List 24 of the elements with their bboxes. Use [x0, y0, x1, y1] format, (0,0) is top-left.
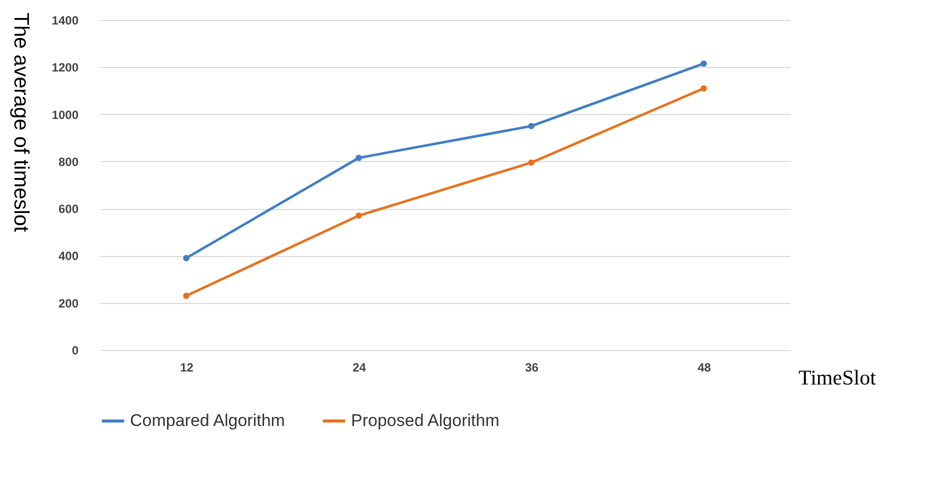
point	[528, 122, 534, 130]
y-tick-label: 0	[72, 344, 79, 358]
point	[183, 292, 190, 299]
point	[356, 154, 362, 162]
point	[700, 60, 707, 67]
point	[700, 85, 707, 92]
y-tick-label: 1200	[52, 60, 79, 75]
y-tick-label: 600	[58, 202, 79, 216]
y-tick-label: 800	[58, 154, 79, 169]
legend-label: Compared Algorithm	[130, 411, 285, 430]
y-tick-label: 200	[58, 296, 79, 310]
x-tick-label: 48	[698, 360, 712, 374]
y-tick-label: 400	[58, 249, 79, 264]
x-tick-label: 24	[352, 360, 366, 374]
point	[183, 254, 190, 262]
x-tick-label: 12	[180, 360, 194, 374]
y-tick-label: 1000	[52, 108, 79, 122]
x-axis-title: TimeSlot	[798, 366, 876, 390]
point	[356, 212, 362, 219]
y-tick-label: 1400	[52, 14, 79, 28]
point	[528, 159, 534, 166]
legend-label: Proposed Algorithm	[351, 411, 500, 430]
y-axis-title: The average of timeslot	[10, 12, 32, 232]
x-tick-label: 36	[525, 360, 539, 374]
